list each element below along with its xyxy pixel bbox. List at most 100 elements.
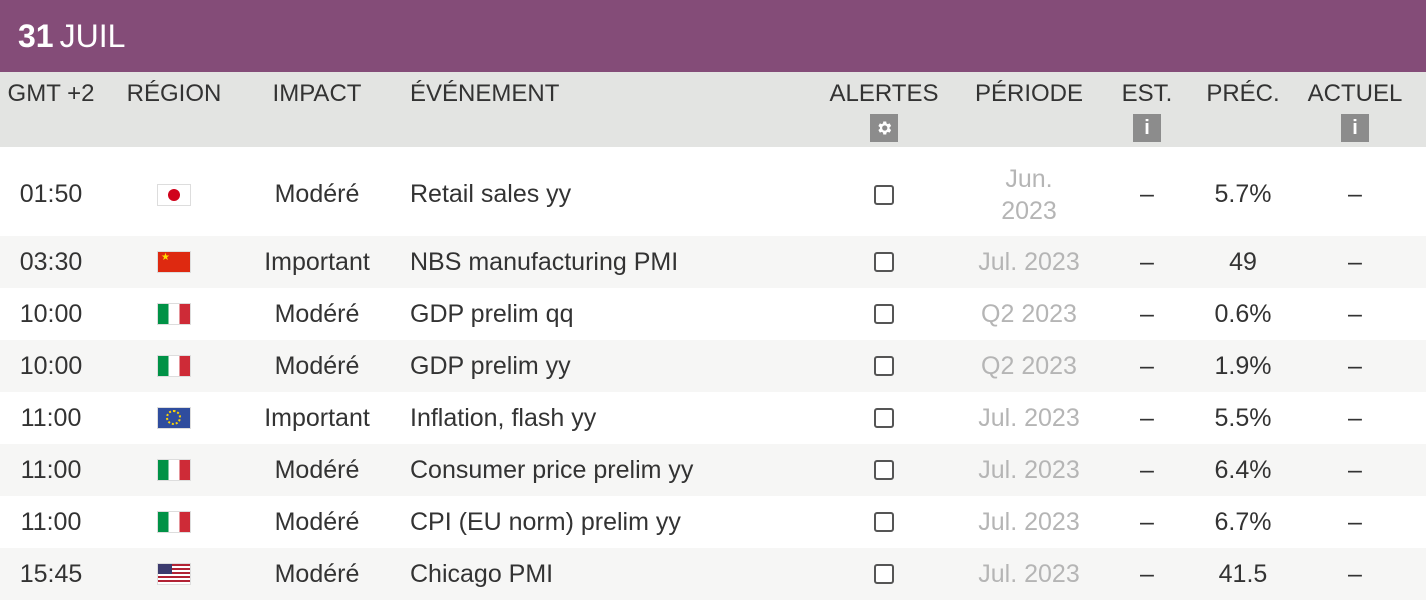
column-header-row: GMT +2 RÉGION IMPACT ÉVÉNEMENT ALERTES P… xyxy=(0,72,1426,147)
col-header-prev: PRÉC. xyxy=(1206,80,1280,107)
event-period: Jul. 2023 xyxy=(978,404,1080,432)
event-name: Inflation, flash yy xyxy=(410,403,597,432)
japan-flag-icon xyxy=(158,184,190,205)
event-name: Chicago PMI xyxy=(410,559,554,588)
event-time: 11:00 xyxy=(20,507,82,536)
table-row[interactable]: 11:00 Modéré Consumer price prelim yy Ju… xyxy=(0,444,1426,496)
table-row[interactable]: 01:50 Modéré Retail sales yy Jun. 2023 –… xyxy=(0,153,1426,236)
italy-flag-icon xyxy=(158,304,190,324)
est-value: – xyxy=(1140,559,1154,588)
actual-value: – xyxy=(1348,180,1362,208)
alert-checkbox[interactable] xyxy=(874,408,894,428)
event-time: 11:00 xyxy=(20,403,82,432)
table-row[interactable]: 15:45 Modéré Chicago PMI Jul. 2023 – 41.… xyxy=(0,548,1426,600)
date-day: 31 xyxy=(18,17,54,54)
impact-label: Modéré xyxy=(274,507,360,536)
alert-cell xyxy=(802,304,966,324)
alert-cell xyxy=(802,184,966,205)
info-icon[interactable]: i xyxy=(1133,114,1161,142)
event-name: Retail sales yy xyxy=(410,180,572,208)
col-header-alerts-label: ALERTES xyxy=(829,80,939,107)
region-cell xyxy=(102,408,246,428)
region-cell xyxy=(102,564,246,584)
alert-checkbox[interactable] xyxy=(874,304,894,324)
col-header-region: RÉGION xyxy=(126,80,222,107)
actual-value: – xyxy=(1348,351,1362,380)
event-time: 15:45 xyxy=(19,559,83,588)
est-value: – xyxy=(1140,180,1154,208)
event-time: 10:00 xyxy=(19,299,83,328)
actual-value: – xyxy=(1348,299,1362,328)
prev-value: 41.5 xyxy=(1218,559,1268,588)
info-icon[interactable]: i xyxy=(1341,114,1369,142)
alert-cell xyxy=(802,408,966,428)
col-header-est-label: EST. xyxy=(1121,80,1173,107)
event-name: NBS manufacturing PMI xyxy=(410,247,679,276)
event-period: Q2 2023 xyxy=(981,352,1077,380)
actual-value: – xyxy=(1348,507,1362,536)
actual-value: – xyxy=(1348,247,1362,276)
alert-checkbox[interactable] xyxy=(874,564,894,584)
event-time: 11:00 xyxy=(20,455,82,484)
usa-flag-icon xyxy=(158,564,190,584)
table-row[interactable]: 11:00 Important Inflation, flash yy Jul.… xyxy=(0,392,1426,444)
region-cell xyxy=(102,252,246,272)
prev-value: 6.7% xyxy=(1214,507,1272,536)
prev-value: 1.9% xyxy=(1214,351,1272,380)
alert-cell xyxy=(802,564,966,584)
est-value: – xyxy=(1140,247,1154,276)
impact-label: Important xyxy=(264,247,370,276)
alert-checkbox[interactable] xyxy=(874,252,894,272)
region-cell xyxy=(102,356,246,376)
prev-value: 5.7% xyxy=(1214,180,1272,208)
alert-checkbox[interactable] xyxy=(874,460,894,480)
event-name: GDP prelim qq xyxy=(410,299,574,328)
event-period: Jun. 2023 xyxy=(1001,164,1057,225)
event-period: Jul. 2023 xyxy=(978,560,1080,588)
alert-cell xyxy=(802,460,966,480)
table-row[interactable]: 10:00 Modéré GDP prelim yy Q2 2023 – 1.9… xyxy=(0,340,1426,392)
impact-label: Modéré xyxy=(274,351,360,380)
col-header-impact: IMPACT xyxy=(272,80,362,107)
table-row[interactable]: 03:30 Important NBS manufacturing PMI Ju… xyxy=(0,236,1426,288)
eu-flag-icon xyxy=(158,408,190,428)
est-value: – xyxy=(1140,403,1154,432)
col-header-time: GMT +2 xyxy=(7,80,95,107)
event-period: Jul. 2023 xyxy=(978,508,1080,536)
impact-label: Modéré xyxy=(274,559,360,588)
alert-checkbox[interactable] xyxy=(874,512,894,532)
region-cell xyxy=(102,512,246,532)
italy-flag-icon xyxy=(158,356,190,376)
prev-value: 6.4% xyxy=(1214,455,1272,484)
china-flag-icon xyxy=(158,252,190,272)
alert-checkbox[interactable] xyxy=(874,356,894,376)
col-header-actual-label: ACTUEL xyxy=(1307,80,1403,107)
event-time: 10:00 xyxy=(19,351,83,380)
prev-value: 5.5% xyxy=(1214,403,1272,432)
table-row[interactable]: 10:00 Modéré GDP prelim qq Q2 2023 – 0.6… xyxy=(0,288,1426,340)
event-name: GDP prelim yy xyxy=(410,351,571,380)
impact-label: Important xyxy=(264,403,370,432)
est-value: – xyxy=(1140,455,1154,484)
italy-flag-icon xyxy=(158,460,190,480)
alert-cell xyxy=(802,252,966,272)
event-time: 03:30 xyxy=(19,247,83,276)
table-row[interactable]: 11:00 Modéré CPI (EU norm) prelim yy Jul… xyxy=(0,496,1426,548)
prev-value: 0.6% xyxy=(1214,299,1272,328)
actual-value: – xyxy=(1348,455,1362,484)
actual-value: – xyxy=(1348,403,1362,432)
est-value: – xyxy=(1140,507,1154,536)
gear-icon[interactable] xyxy=(870,114,898,142)
italy-flag-icon xyxy=(158,512,190,532)
date-month: JUIL xyxy=(59,17,126,54)
est-value: – xyxy=(1140,351,1154,380)
region-cell xyxy=(102,460,246,480)
event-time: 01:50 xyxy=(19,180,83,208)
region-cell xyxy=(102,184,246,205)
alert-cell xyxy=(802,512,966,532)
date-header: 31 JUIL xyxy=(0,0,1426,72)
impact-label: Modéré xyxy=(274,180,360,208)
col-header-alerts: ALERTES xyxy=(802,80,966,142)
alert-checkbox[interactable] xyxy=(874,184,894,205)
event-period: Jul. 2023 xyxy=(978,456,1080,484)
